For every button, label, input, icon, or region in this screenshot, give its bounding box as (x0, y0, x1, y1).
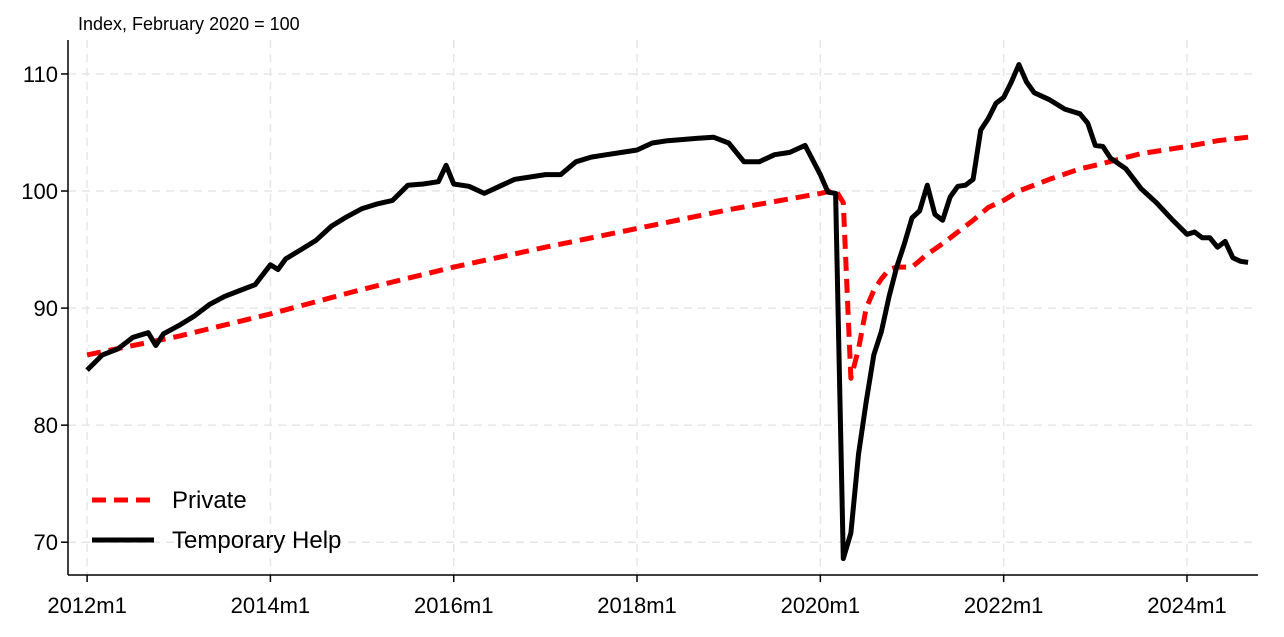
x-tick-label: 2018m1 (597, 593, 677, 618)
x-tick-label: 2016m1 (414, 593, 494, 618)
y-tick-label: 110 (23, 62, 58, 87)
y-tick-label: 90 (34, 296, 58, 321)
y-tick-label: 80 (34, 413, 58, 438)
legend-label: Private (172, 487, 247, 514)
series-line (85, 62, 1249, 562)
x-tick-label: 2012m1 (47, 593, 127, 618)
series-line (86, 134, 1249, 381)
x-tick-label: 2014m1 (231, 593, 311, 618)
legend-label: Temporary Help (172, 527, 341, 554)
x-tick-label: 2022m1 (964, 593, 1044, 618)
chart-title: Index, February 2020 = 100 (78, 14, 300, 34)
y-tick-label: 100 (21, 179, 58, 204)
y-tick-label: 70 (34, 530, 58, 555)
x-tick-label: 2020m1 (781, 593, 861, 618)
x-tick-label: 2024m1 (1147, 593, 1227, 618)
